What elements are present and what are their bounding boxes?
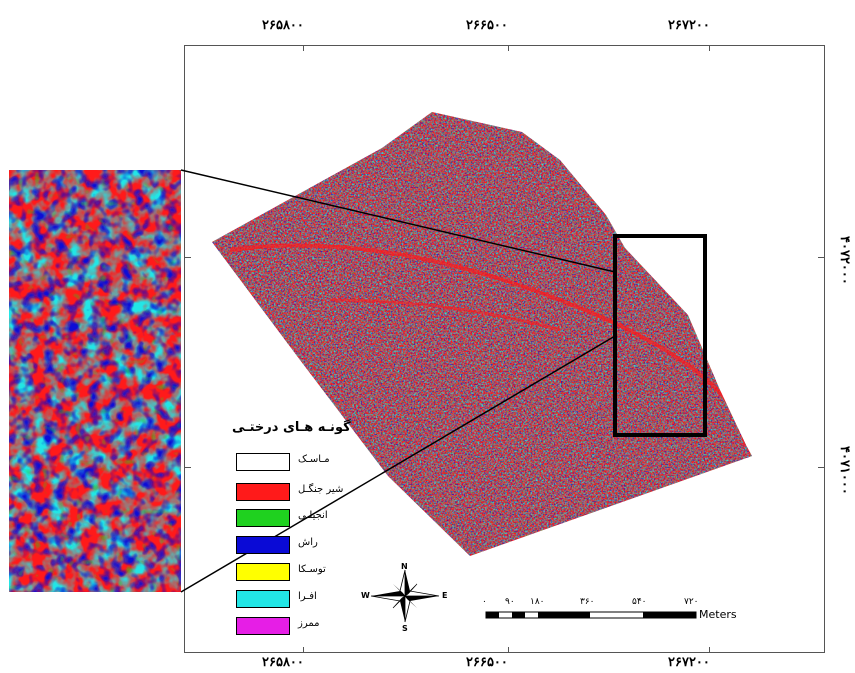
- bottom-coord-3: ۲۶۷۲۰۰: [668, 655, 710, 670]
- legend-swatch: [236, 509, 290, 527]
- tick-left-2: [184, 467, 191, 468]
- top-coord-1: ۲۶۵۸۰۰: [262, 18, 304, 33]
- map-frame: [184, 45, 825, 653]
- scale-tick-540: ۵۴۰: [632, 597, 647, 607]
- tick-bottom-1: [303, 647, 304, 653]
- tick-bottom-2: [508, 647, 509, 653]
- tick-top-1: [303, 45, 304, 51]
- legend-label: ممرز: [298, 618, 320, 629]
- north-arrow: [370, 569, 440, 623]
- top-coord-2: ۲۶۶۵۰۰: [466, 18, 508, 33]
- scale-tick-720: ۷۲۰: [684, 597, 699, 607]
- tick-top-2: [508, 45, 509, 51]
- north-letter: N: [401, 562, 408, 571]
- legend-swatch: [236, 483, 290, 501]
- legend-title: گونـه هـای درختـی: [232, 420, 351, 435]
- scale-unit-label: Meters: [699, 608, 737, 621]
- scale-tick-360: ۳۶۰: [580, 597, 595, 607]
- legend-label: انجیلـی: [298, 510, 328, 521]
- tick-bottom-3: [709, 647, 710, 653]
- bottom-coord-2: ۲۶۶۵۰۰: [466, 655, 508, 670]
- tick-top-3: [709, 45, 710, 51]
- scale-tick-90: ۹۰: [505, 597, 515, 607]
- legend-swatch: [236, 590, 290, 608]
- scale-bar: [485, 611, 697, 619]
- legend-label: مـاسـک: [298, 454, 330, 465]
- west-letter: W: [361, 591, 370, 600]
- scale-tick-0: ۰: [482, 597, 487, 607]
- south-letter: S: [402, 624, 408, 633]
- legend-label: افـرا: [298, 591, 317, 602]
- inset-raster: [9, 170, 181, 592]
- tick-right-2: [818, 467, 825, 468]
- connector-top: [180, 169, 616, 273]
- legend-swatch: [236, 453, 290, 471]
- legend-swatch: [236, 617, 290, 635]
- scale-tick-180: ۱۸۰: [530, 597, 545, 607]
- bottom-coord-1: ۲۶۵۸۰۰: [262, 655, 304, 670]
- tick-left-1: [184, 257, 191, 258]
- tick-right-1: [818, 257, 825, 258]
- legend-label: شیر جنگـل: [298, 484, 344, 495]
- legend-swatch: [236, 563, 290, 581]
- legend-label: راش: [298, 537, 318, 548]
- zoom-box: [613, 234, 707, 437]
- legend-swatch: [236, 536, 290, 554]
- east-letter: E: [442, 591, 448, 600]
- top-coord-3: ۲۶۷۲۰۰: [668, 18, 710, 33]
- legend-label: توسـکا: [298, 564, 326, 575]
